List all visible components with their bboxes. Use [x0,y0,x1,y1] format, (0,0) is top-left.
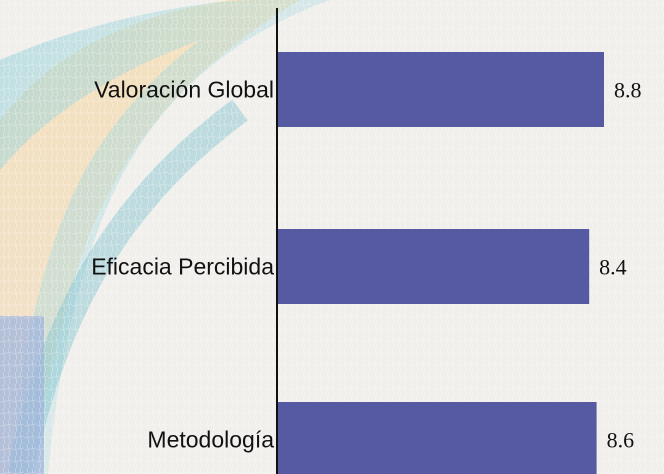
value-label-1: 8.8 [614,78,642,103]
value-label-2: 8.4 [599,255,627,280]
value-label-3: 8.6 [607,428,635,453]
bar-1 [278,52,604,127]
category-label-1: Valoración Global [94,77,274,103]
bar-3 [278,402,597,474]
category-label-2: Eficacia Percibida [91,254,274,280]
bar-2 [278,229,590,304]
category-label-3: Metodología [147,427,274,453]
labels-layer: Valoración Global 8.8 Eficacia Percibida 8.… [91,77,641,453]
bars-layer [278,52,604,474]
